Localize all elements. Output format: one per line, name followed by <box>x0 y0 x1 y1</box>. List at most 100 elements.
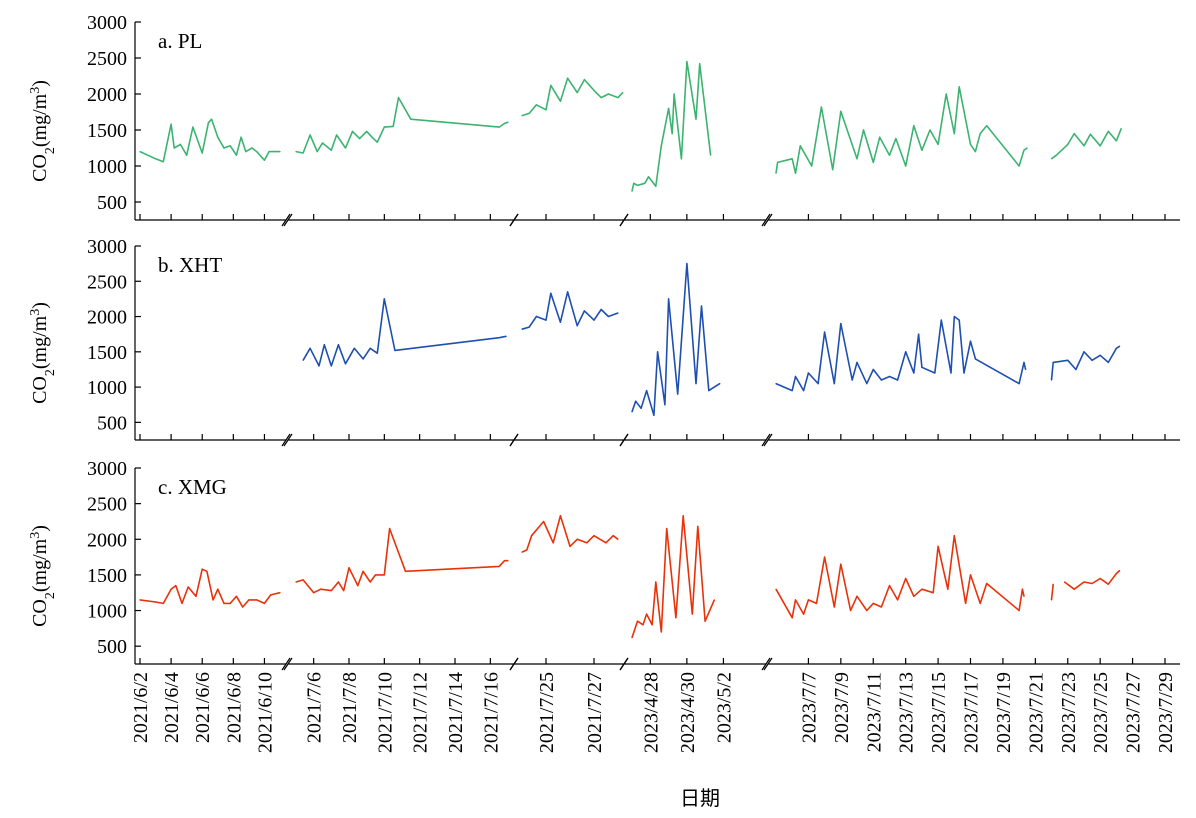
data-point <box>357 585 359 587</box>
x-axis-title: 日期 <box>680 788 720 810</box>
data-point <box>856 158 858 160</box>
series-line <box>302 298 507 367</box>
data-point <box>617 538 619 540</box>
data-point <box>376 141 378 143</box>
data-point <box>817 383 819 385</box>
data-point <box>245 151 247 153</box>
x-tick-label: 2021/7/8 <box>339 672 361 743</box>
data-point <box>1025 368 1027 371</box>
data-point <box>794 375 797 378</box>
data-point <box>1018 609 1020 612</box>
data-point <box>1018 383 1020 385</box>
axis-break-mark <box>761 657 771 671</box>
data-point <box>950 372 952 374</box>
data-point <box>657 351 659 353</box>
data-point <box>1067 359 1069 361</box>
x-tick-label: 2023/4/30 <box>677 672 699 753</box>
data-point <box>1073 133 1075 135</box>
data-point <box>677 393 679 395</box>
data-point <box>945 93 947 95</box>
data-point <box>187 586 189 588</box>
data-point <box>344 147 347 149</box>
data-point <box>503 122 506 125</box>
data-point <box>383 574 385 576</box>
data-point <box>1115 572 1117 575</box>
data-point <box>263 602 265 605</box>
data-point <box>362 358 364 360</box>
data-point <box>905 577 907 580</box>
data-point <box>212 599 214 601</box>
data-point <box>251 147 253 149</box>
y-tick-label: 2000 <box>87 529 127 551</box>
data-point <box>918 333 920 335</box>
data-point <box>617 97 619 99</box>
x-tick-label: 2023/7/13 <box>896 672 918 753</box>
axis-break-mark <box>281 657 291 671</box>
data-point <box>872 368 874 371</box>
data-point <box>383 126 385 128</box>
data-point <box>1067 143 1069 145</box>
data-point <box>535 315 538 318</box>
data-point <box>162 602 164 605</box>
data-point <box>369 581 371 583</box>
data-point <box>235 595 237 597</box>
data-point <box>559 515 562 517</box>
x-tick-label: 2021/6/2 <box>130 672 152 743</box>
data-point <box>1089 133 1091 135</box>
data-point <box>337 581 339 583</box>
data-point <box>593 89 595 91</box>
data-point <box>498 126 500 128</box>
data-point <box>704 620 706 622</box>
data-point <box>640 407 642 409</box>
x-tick-label: 2021/7/10 <box>374 672 396 753</box>
data-point <box>268 151 270 153</box>
data-point <box>866 609 868 612</box>
data-point <box>206 570 208 572</box>
data-point <box>505 335 507 337</box>
data-point <box>686 61 688 63</box>
data-point <box>710 154 712 156</box>
data-point <box>682 515 684 517</box>
data-point <box>374 574 377 576</box>
data-point <box>170 588 172 590</box>
data-point <box>173 147 175 149</box>
axis-break-mark <box>761 213 771 227</box>
data-point <box>351 130 354 132</box>
data-point <box>410 118 412 120</box>
data-point <box>794 172 797 174</box>
data-point <box>668 298 670 300</box>
data-point <box>974 358 977 360</box>
data-point <box>607 315 610 318</box>
data-point <box>986 582 988 585</box>
data-point <box>691 613 693 615</box>
data-point <box>302 152 304 154</box>
data-point <box>344 363 347 365</box>
data-point <box>872 602 874 605</box>
x-tick-label: 2021/7/25 <box>536 672 558 753</box>
data-point <box>646 390 648 392</box>
data-point <box>600 97 602 99</box>
data-point <box>1026 147 1028 149</box>
data-point <box>713 599 715 601</box>
series-line <box>775 86 1028 174</box>
data-point <box>888 585 891 587</box>
series-line <box>775 315 1027 392</box>
data-point <box>323 344 325 346</box>
data-point <box>295 581 297 583</box>
data-point <box>655 185 657 187</box>
y-tick-label: 500 <box>97 192 127 214</box>
x-tick-label: 2021/7/16 <box>480 672 502 753</box>
x-tick-label: 2023/5/2 <box>713 672 735 743</box>
data-point <box>336 134 338 136</box>
data-point <box>207 122 209 124</box>
y-tick-label: 2000 <box>87 307 127 329</box>
data-point <box>775 172 777 174</box>
data-point <box>1052 361 1054 363</box>
data-point <box>833 383 835 385</box>
y-tick-label: 1500 <box>87 342 127 364</box>
data-point <box>937 143 939 145</box>
data-point <box>270 594 272 596</box>
series-line <box>521 77 624 117</box>
data-point <box>235 154 237 156</box>
